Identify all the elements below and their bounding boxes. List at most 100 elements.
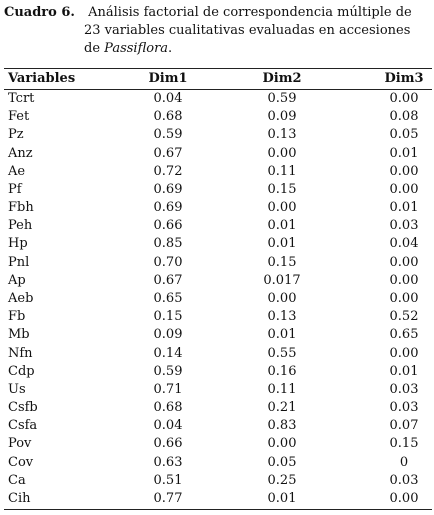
value-cell: 0.00 — [389, 272, 419, 288]
value-cell: 0.59 — [153, 363, 183, 379]
variable-cell: Peh — [8, 218, 33, 234]
value-cell: 0.55 — [267, 345, 297, 361]
value-cell: 0.01 — [389, 145, 419, 161]
value-cell: 0.04 — [389, 236, 419, 252]
value-cell: 0.59 — [267, 91, 297, 106]
variable-cell: Ae — [8, 163, 26, 179]
value-cell: 0.00 — [389, 181, 419, 197]
top-rule — [4, 68, 432, 69]
value-cell: 0.04 — [153, 91, 183, 106]
variable-cell: Anz — [8, 145, 33, 161]
value-cell: 0.77 — [153, 490, 183, 506]
value-cell: 0.03 — [389, 400, 419, 416]
variable-cell: Pz — [8, 127, 24, 143]
value-cell: 0.68 — [153, 109, 183, 125]
value-cell: 0.01 — [267, 236, 297, 252]
value-cell: 0.69 — [153, 200, 183, 216]
variable-cell: Fb — [8, 309, 26, 325]
variable-cell: Cih — [8, 490, 31, 506]
value-cell: 0.21 — [267, 400, 297, 416]
variable-cell: Cdp — [8, 363, 35, 379]
value-cell: 0.01 — [389, 200, 419, 216]
variable-cell: Us — [8, 381, 26, 397]
variable-cell: Csfb — [8, 400, 38, 416]
value-cell: 0.85 — [153, 236, 183, 252]
value-cell: 0.00 — [267, 200, 297, 216]
caption-label: Cuadro 6. — [4, 5, 75, 20]
value-cell: 0.51 — [153, 472, 183, 488]
value-cell: 0.72 — [153, 163, 183, 179]
caption: Cuadro 6. Análisis factorial de correspo… — [4, 4, 430, 58]
value-cell: 0.00 — [267, 145, 297, 161]
value-cell: 0.09 — [267, 109, 297, 125]
value-cell: 0.15 — [389, 436, 419, 452]
variable-cell: Pov — [8, 436, 32, 452]
variable-cell: Aeb — [8, 290, 34, 306]
variable-cell: Tcrt — [8, 91, 35, 106]
variable-cell: Hp — [8, 236, 28, 252]
value-cell: 0.13 — [267, 127, 297, 143]
value-cell: 0.00 — [389, 345, 419, 361]
value-cell: 0.00 — [389, 490, 419, 506]
caption-end: . — [168, 41, 173, 56]
value-cell: 0.63 — [153, 454, 183, 470]
value-cell: 0.00 — [267, 290, 297, 306]
value-cell: 0.11 — [267, 381, 297, 397]
value-cell: 0.66 — [153, 436, 183, 452]
value-cell: 0.08 — [389, 109, 419, 125]
value-cell: 0.01 — [267, 490, 297, 506]
value-cell: 0.65 — [153, 290, 183, 306]
value-cell: 0.15 — [267, 254, 297, 270]
value-cell: 0.59 — [153, 127, 183, 143]
variable-cell: Csfa — [8, 418, 38, 434]
value-cell: 0.11 — [267, 163, 297, 179]
value-cell: 0.67 — [153, 145, 183, 161]
value-cell: 0.03 — [389, 218, 419, 234]
value-cell: 0.017 — [263, 272, 301, 288]
value-cell: 0.04 — [153, 418, 183, 434]
value-cell: 0.15 — [267, 181, 297, 197]
value-cell: 0.52 — [389, 309, 419, 325]
value-cell: 0.03 — [389, 381, 419, 397]
value-cell: 0.09 — [153, 327, 183, 343]
value-cell: 0.01 — [267, 327, 297, 343]
value-cell: 0.00 — [389, 91, 419, 106]
value-cell: 0.05 — [267, 454, 297, 470]
value-cell: 0 — [399, 454, 409, 470]
value-cell: 0.00 — [389, 290, 419, 306]
value-cell: 0.13 — [267, 309, 297, 325]
variable-cell: Pnl — [8, 254, 30, 270]
variable-cell: Fbh — [8, 200, 34, 216]
variable-cell: Fet — [8, 109, 30, 125]
caption-italic: Passiflora — [104, 41, 169, 56]
value-cell: 0.01 — [267, 218, 297, 234]
value-cell: 0.70 — [153, 254, 183, 270]
header-cell: Variables — [8, 71, 76, 86]
variable-cell: Ca — [8, 472, 26, 488]
bottom-rule — [4, 509, 432, 510]
value-cell: 0.14 — [153, 345, 183, 361]
variable-cell: Nfn — [8, 345, 33, 361]
value-cell: 0.00 — [389, 254, 419, 270]
header-cell: Dim1 — [148, 71, 188, 86]
value-cell: 0.15 — [153, 309, 183, 325]
header-cell: Dim3 — [384, 71, 424, 86]
value-cell: 0.65 — [389, 327, 419, 343]
value-cell: 0.67 — [153, 272, 183, 288]
variable-cell: Cov — [8, 454, 34, 470]
header-rule — [4, 89, 432, 90]
variable-cell: Pf — [8, 181, 22, 197]
value-cell: 0.69 — [153, 181, 183, 197]
caption-text: Análisis factorial de correspondencia mú… — [84, 5, 412, 56]
variable-cell: Mb — [8, 327, 30, 343]
value-cell: 0.71 — [153, 381, 183, 397]
header-cell: Dim2 — [262, 71, 302, 86]
value-cell: 0.16 — [267, 363, 297, 379]
value-cell: 0.05 — [389, 127, 419, 143]
value-cell: 0.00 — [267, 436, 297, 452]
value-cell: 0.25 — [267, 472, 297, 488]
value-cell: 0.01 — [389, 363, 419, 379]
variable-cell: Ap — [8, 272, 26, 288]
value-cell: 0.07 — [389, 418, 419, 434]
